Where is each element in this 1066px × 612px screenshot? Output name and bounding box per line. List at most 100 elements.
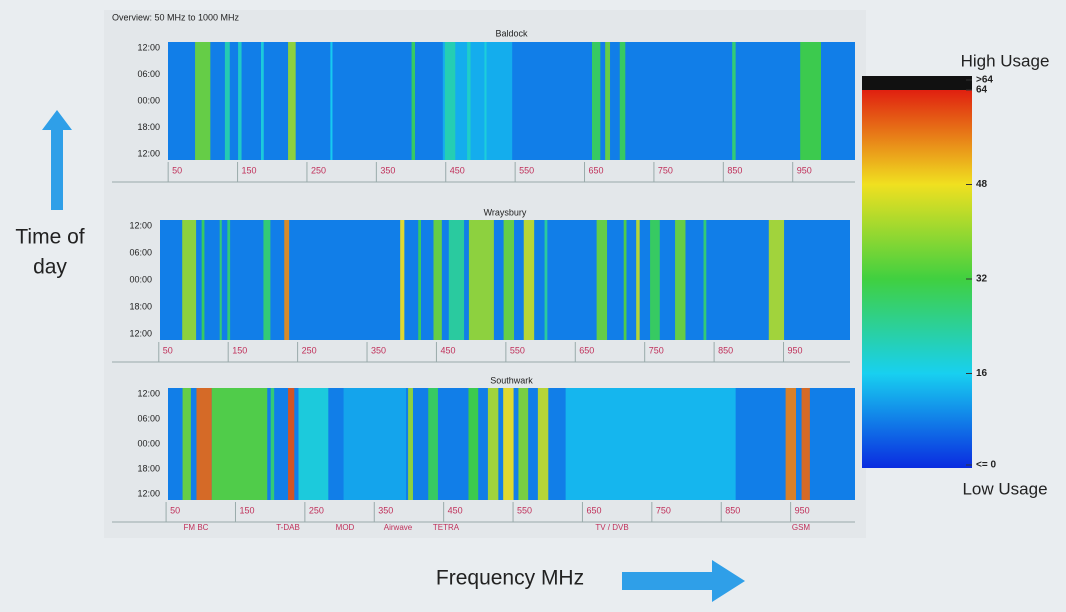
x-tick-label: 250 — [309, 505, 324, 515]
y-tick-label: 12:00 — [137, 388, 160, 398]
y-tick-label: 12:00 — [129, 220, 152, 230]
stripe — [484, 42, 487, 160]
x-tick-label: 50 — [172, 165, 182, 175]
colorbar-tick-label: 48 — [976, 179, 988, 190]
stripe — [219, 220, 222, 340]
stripe — [800, 42, 821, 160]
stripe — [411, 42, 416, 160]
stripe — [288, 388, 295, 500]
x-tick-label: 650 — [586, 505, 601, 515]
y-tick-label: 18:00 — [137, 463, 160, 473]
x-tick-label: 550 — [510, 345, 525, 355]
stripe — [636, 220, 640, 340]
x-tick-label: 750 — [649, 345, 664, 355]
x-tick-label: 950 — [797, 165, 812, 175]
y-tick-label: 12:00 — [129, 328, 152, 338]
band-label: MOD — [336, 523, 355, 532]
stripe — [544, 220, 548, 340]
x-tick-label: 350 — [371, 345, 386, 355]
x-tick-label: 150 — [232, 345, 247, 355]
y-tick-label: 12:00 — [137, 42, 160, 52]
band-label: FM BC — [184, 523, 209, 532]
stripe — [182, 220, 197, 340]
stripe — [428, 388, 438, 500]
x-tick-label: 350 — [380, 165, 395, 175]
stripe — [270, 388, 275, 500]
x-tick-label: 450 — [440, 345, 455, 355]
stripe — [650, 220, 660, 340]
x-tick-label: 350 — [378, 505, 393, 515]
y-axis-label: day — [33, 256, 67, 279]
x-axis-label: Frequency MHz — [436, 567, 584, 590]
x-tick-label: 750 — [658, 165, 673, 175]
stripe — [619, 42, 626, 160]
y-tick-label: 12:00 — [137, 488, 160, 498]
stripe — [224, 42, 230, 160]
stripe — [195, 42, 211, 160]
stripe — [468, 220, 494, 340]
x-tick-label: 250 — [311, 165, 326, 175]
x-tick-label: 450 — [448, 505, 463, 515]
stripe — [675, 220, 686, 340]
y-tick-label: 00:00 — [129, 274, 152, 284]
stripe — [596, 220, 608, 340]
x-tick-label: 50 — [163, 345, 173, 355]
low-label: Low Usage — [962, 479, 1047, 498]
stripe — [487, 388, 499, 500]
x-tick-label: 850 — [725, 505, 740, 515]
stripe — [284, 220, 290, 340]
stripe — [732, 42, 736, 160]
x-tick-label: 550 — [519, 165, 534, 175]
stripe — [503, 388, 514, 500]
up-arrow — [42, 110, 72, 210]
x-tick-label: 850 — [718, 345, 733, 355]
band-label: Airwave — [384, 523, 413, 532]
y-tick-label: 06:00 — [137, 69, 160, 79]
stripe — [591, 42, 601, 160]
y-tick-label: 06:00 — [137, 413, 160, 423]
colorbar-tick-label: 64 — [976, 85, 988, 96]
x-tick-label: 650 — [589, 165, 604, 175]
panel-title: Wraysbury — [484, 207, 527, 217]
stripe — [227, 220, 231, 340]
stripe — [623, 220, 627, 340]
stripe — [196, 388, 212, 500]
x-tick-label: 450 — [450, 165, 465, 175]
colorbar-tick-label: <= 0 — [976, 460, 996, 471]
band-label: TETRA — [433, 523, 460, 532]
x-tick-label: 850 — [727, 165, 742, 175]
stripe — [703, 220, 707, 340]
x-tick-label: 150 — [242, 165, 257, 175]
overview-title: Overview: 50 MHz to 1000 MHz — [112, 12, 240, 22]
x-tick-label: 750 — [656, 505, 671, 515]
band-label: GSM — [792, 523, 811, 532]
x-tick-label: 50 — [170, 505, 180, 515]
stripe — [408, 388, 413, 500]
stripe — [288, 42, 296, 160]
colorbar — [862, 90, 972, 468]
stripe — [330, 42, 333, 160]
stripe — [201, 220, 205, 340]
y-tick-label: 12:00 — [137, 148, 160, 158]
panel-title: Southwark — [490, 375, 533, 385]
stripe — [263, 220, 271, 340]
x-tick-label: 650 — [579, 345, 594, 355]
colorbar-overflow — [862, 76, 972, 90]
x-tick-label: 950 — [795, 505, 810, 515]
colorbar-tick-label: 32 — [976, 274, 988, 285]
stripe — [298, 388, 329, 500]
band-label: T-DAB — [276, 523, 300, 532]
y-axis-label: Time of — [15, 226, 84, 249]
stripe — [238, 42, 242, 160]
stripe — [523, 220, 535, 340]
stripe — [605, 42, 611, 160]
y-tick-label: 18:00 — [129, 301, 152, 311]
panel-title: Baldock — [495, 28, 528, 38]
stripe — [433, 220, 442, 340]
stripe — [518, 388, 529, 500]
x-tick-label: 250 — [302, 345, 317, 355]
stripe — [444, 42, 456, 160]
x-tick-label: 150 — [239, 505, 254, 515]
stripe — [467, 42, 471, 160]
